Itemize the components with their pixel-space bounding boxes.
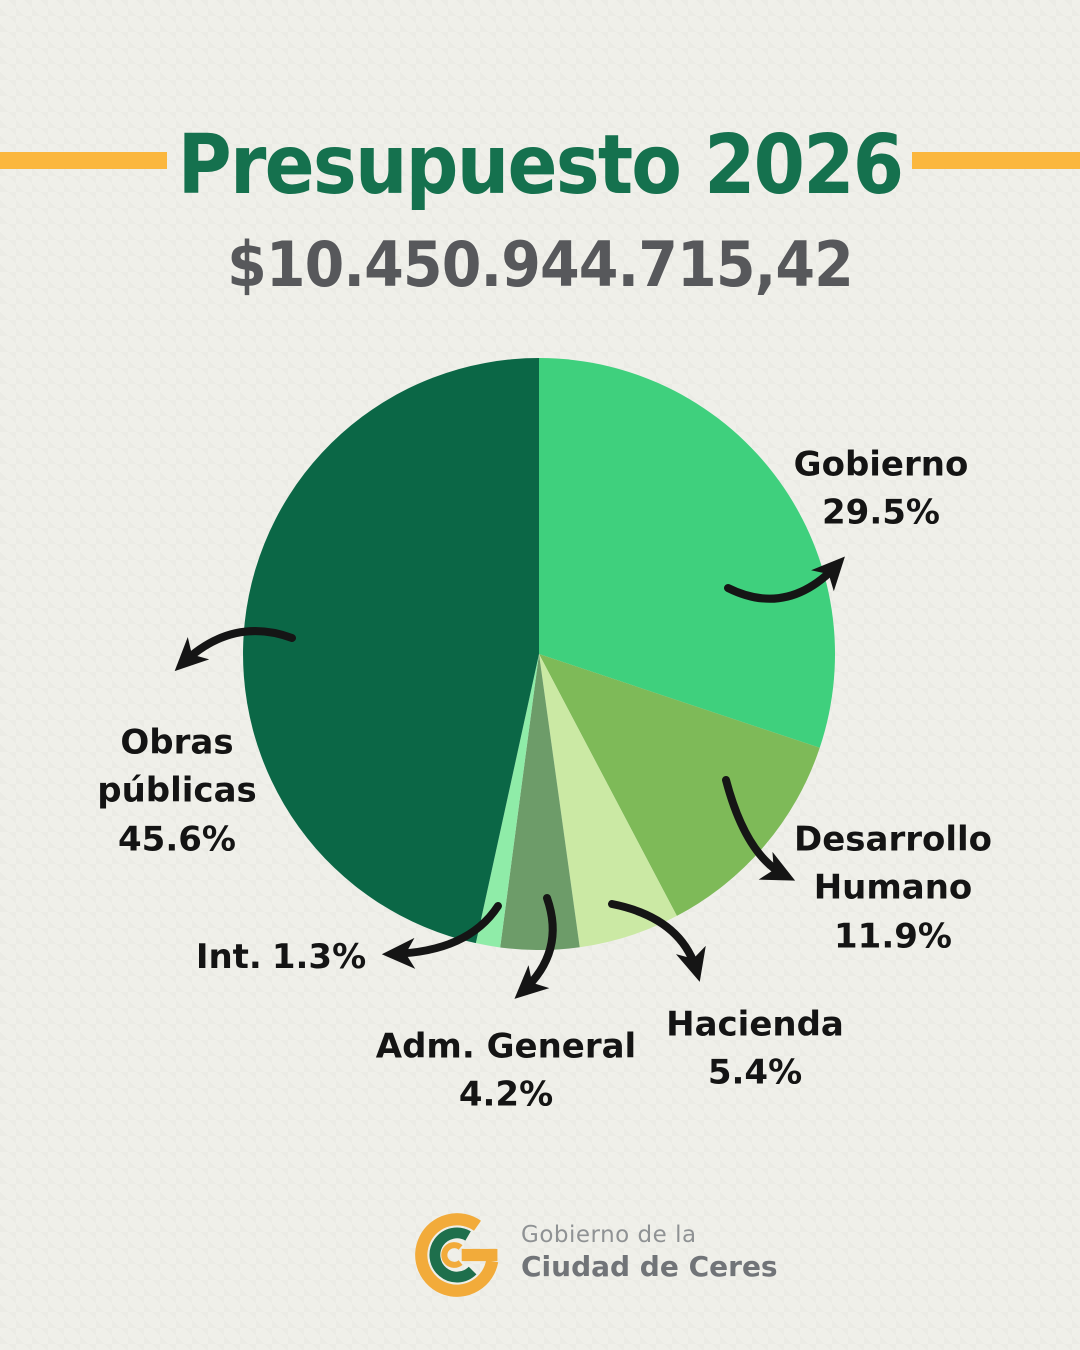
label-gobierno-name: Gobierno (793, 444, 969, 485)
label-adm-name: Adm. General (375, 1026, 637, 1067)
label-desarrollo-name: Desarrollo Humano (793, 819, 993, 908)
city-logo-text: Gobierno de la Ciudad de Ceres (521, 1222, 778, 1283)
label-adm-general: Adm. General 4.2% (346, 1023, 666, 1120)
label-adm-pct: 4.2% (458, 1075, 554, 1115)
footer: Gobierno de la Ciudad de Ceres (0, 1204, 1080, 1304)
label-int: Int. 1.3% (131, 933, 431, 981)
city-logo-icon (415, 1213, 499, 1297)
label-obras-name: Obras públicas (97, 722, 257, 811)
pie-slice-adm-general (500, 654, 580, 950)
label-obras-publicas: Obras públicas 45.6% (75, 719, 280, 864)
label-hacienda-pct: 5.4% (707, 1053, 803, 1093)
logo-line-2: Ciudad de Ceres (521, 1250, 778, 1283)
label-desarrollo-humano: Desarrollo Humano 11.9% (776, 816, 1011, 961)
label-hacienda: Hacienda 5.4% (625, 1001, 885, 1098)
title-accent-bar-left (0, 152, 167, 169)
budget-pie-chart (243, 358, 835, 950)
logo-line-1: Gobierno de la (521, 1222, 697, 1248)
label-hacienda-name: Hacienda (666, 1004, 844, 1045)
pie-slice-hacienda (539, 654, 677, 948)
total-amount: $10.450.944.715,42 (227, 228, 854, 301)
label-int-name: Int. (195, 936, 262, 977)
label-desarrollo-pct: 11.9% (834, 916, 952, 957)
pie-slice-gobierno (539, 358, 835, 748)
title-accent-bar-right (912, 152, 1080, 169)
label-obras-pct: 45.6% (118, 819, 236, 860)
label-gobierno-pct: 29.5% (822, 493, 940, 533)
label-int-pct: 1.3% (271, 936, 367, 977)
label-gobierno: Gobierno 29.5% (751, 441, 1011, 538)
pie-slice-int (475, 654, 539, 948)
page-title: Presupuesto 2026 (177, 118, 904, 213)
pie-slice-obras-publicas (243, 358, 539, 944)
